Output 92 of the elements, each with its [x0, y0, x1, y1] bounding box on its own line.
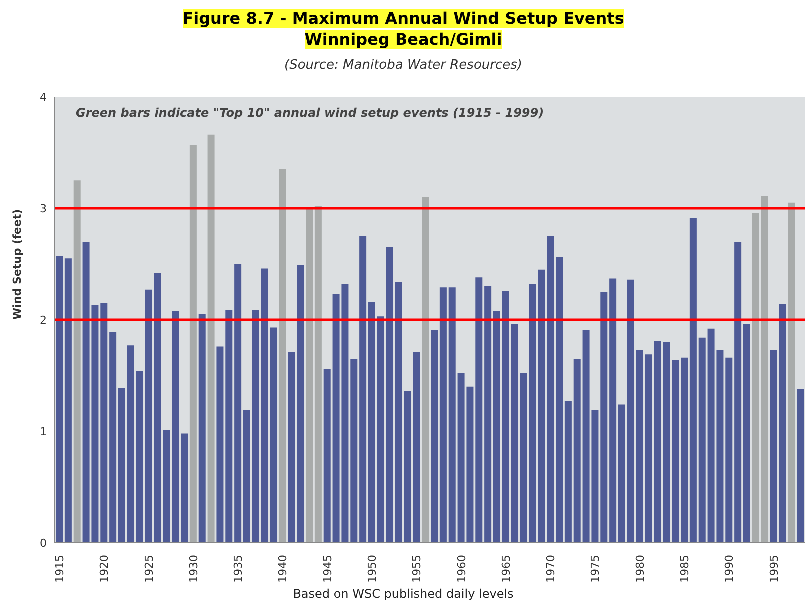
bar [431, 330, 438, 543]
x-axis-title: Based on WSC published daily levels [292, 587, 515, 602]
bar [252, 310, 260, 543]
y-tick-label: 2 [40, 314, 47, 327]
bar [663, 342, 670, 543]
y-tick-label: 0 [40, 536, 47, 550]
x-tick-label: 1990 [723, 555, 736, 583]
x-tick-label: 1980 [634, 555, 647, 583]
bar [234, 264, 242, 543]
bar [744, 324, 750, 543]
y-axis-title: Wind Setup (feet) [10, 209, 24, 320]
bar [127, 346, 134, 543]
x-tick-label: 1970 [544, 555, 558, 583]
bar [600, 292, 608, 543]
bar [636, 350, 644, 543]
bar [386, 248, 394, 543]
y-tick-label: 3 [40, 202, 47, 216]
bar [448, 288, 456, 543]
x-tick-label: 1930 [187, 555, 200, 583]
bar [350, 359, 358, 543]
bar [190, 144, 197, 543]
bar [216, 346, 224, 543]
x-tick-label: 1950 [366, 555, 379, 583]
bar [726, 358, 733, 543]
bar [574, 359, 581, 543]
text: (Source: Manitoba Water Resources) [284, 58, 524, 73]
bar [484, 286, 492, 543]
chart-title: Figure 8.7 - Maximum Annual Wind Setup Events [182, 9, 624, 28]
bar [324, 369, 331, 543]
bar [226, 310, 233, 543]
bar [627, 280, 634, 543]
bar [306, 208, 313, 543]
chart-subtitle: Winnipeg Beach/Gimli [304, 30, 502, 49]
y-tick-label: 4 [40, 90, 47, 104]
x-tick-label: 1985 [678, 555, 692, 583]
bar [511, 324, 518, 543]
bar [198, 314, 206, 543]
bar [476, 278, 483, 543]
bar [244, 410, 250, 543]
bar [494, 311, 500, 543]
bar [788, 202, 796, 543]
bar [279, 169, 286, 543]
bar [690, 218, 697, 543]
bar [564, 401, 572, 543]
bar [172, 311, 180, 543]
bar [118, 388, 126, 543]
bar [181, 434, 188, 543]
bar [698, 338, 706, 543]
x-tick-label: 1940 [276, 555, 290, 583]
bar [681, 358, 688, 543]
bar [64, 258, 72, 543]
bar [502, 291, 510, 543]
x-tick-label: 1925 [142, 555, 156, 583]
x-tick-label: 1960 [455, 555, 468, 583]
bar [261, 268, 268, 543]
x-tick-label: 1935 [232, 555, 246, 583]
bar [734, 242, 742, 543]
bar [761, 196, 768, 543]
x-tick-label: 1995 [768, 555, 781, 583]
bar [368, 302, 376, 543]
bar [547, 236, 554, 543]
x-tick-label: 1915 [53, 555, 66, 583]
bar [314, 206, 322, 543]
bar [797, 389, 804, 543]
x-tick-label: 1975 [589, 555, 602, 583]
y-tick-label: 1 [40, 425, 47, 438]
bar [672, 360, 680, 543]
x-tick-label: 1965 [500, 555, 513, 583]
bar [422, 197, 430, 543]
bar [538, 270, 546, 543]
bar [288, 352, 296, 543]
annotation: Green bars indicate "Top 10" annual wind setup events (1915 - 1999) [76, 106, 544, 120]
bar [56, 256, 63, 543]
x-tick-label: 1920 [98, 555, 112, 583]
bar [556, 258, 563, 543]
bar [360, 236, 367, 543]
bar [208, 134, 215, 543]
x-tick-label: 1955 [410, 555, 424, 583]
bar [136, 371, 144, 543]
bar [752, 212, 760, 543]
bar [610, 278, 617, 543]
bar [163, 430, 170, 543]
bar [270, 328, 278, 543]
x-tick-label: 1945 [321, 555, 334, 583]
bar [440, 288, 447, 543]
bar [413, 352, 420, 543]
bar [100, 303, 108, 543]
bar [377, 316, 384, 543]
bar [618, 404, 626, 543]
bar [110, 332, 117, 543]
bar [74, 180, 81, 543]
bar [297, 265, 304, 543]
